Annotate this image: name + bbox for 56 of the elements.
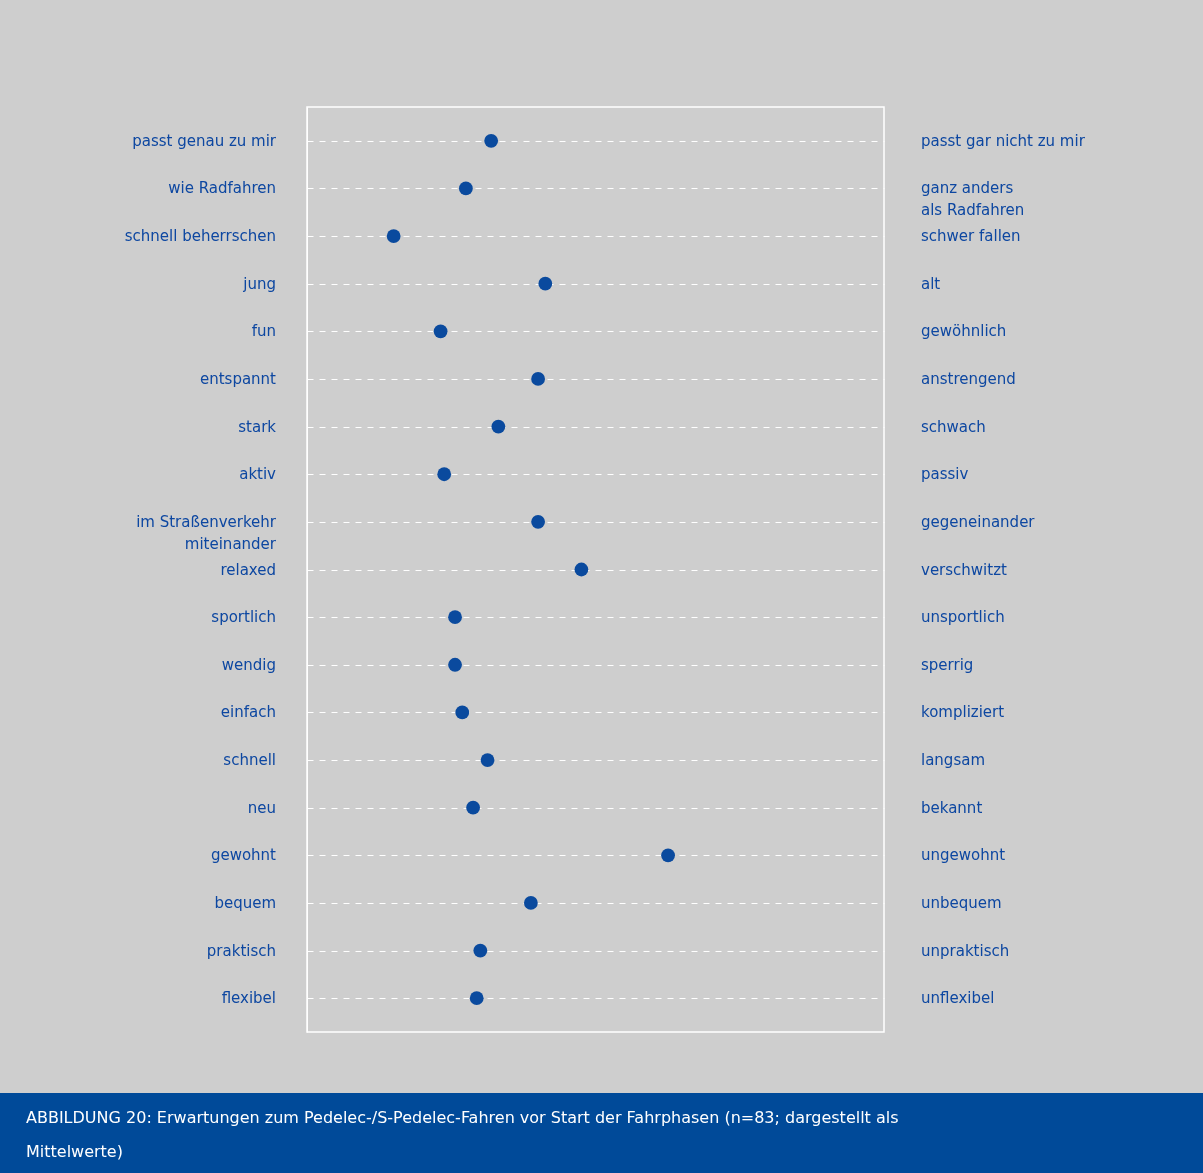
y-tick-label: schnell beherrschen (124, 227, 276, 246)
y2-tick-label: unbequem (921, 893, 1002, 912)
point (538, 276, 553, 291)
point (455, 705, 470, 720)
y-tick-label: relaxed (220, 560, 276, 579)
point (448, 657, 462, 672)
y2-tick-label: anstrengend (921, 369, 1016, 388)
y-tick-label: schnell (223, 751, 276, 770)
point (473, 943, 488, 958)
point (448, 610, 462, 625)
y2-tick-label: langsam (921, 751, 986, 770)
y2-tick-label: gegeneinander (921, 512, 1036, 531)
y-tick-label: aktiv (239, 465, 277, 484)
y2-tick-label: sperrig (921, 655, 974, 674)
y-tick-label: sportlich (211, 608, 276, 627)
y-tick-label: stark (238, 417, 277, 436)
y-tick-label: passt genau zu mir (132, 131, 277, 150)
y-tick-label: neu (247, 798, 276, 817)
y2-tick-label: schwach (921, 417, 986, 436)
point (491, 419, 506, 434)
point (531, 514, 545, 529)
y-tick-label: entspannt (199, 369, 277, 388)
y2-tick-label: passt gar nicht zu mir (921, 131, 1086, 150)
point (480, 753, 495, 767)
y-tick-label: praktisch (206, 941, 276, 960)
y2-tick-label: unsportlich (921, 608, 1005, 627)
y2-tick-label: verschwitzt (921, 560, 1008, 579)
point (458, 181, 473, 196)
y-tick-label: wie Radfahren (168, 179, 276, 198)
y-tick-label: jung (242, 274, 276, 293)
y2-tick-label: schwer fallen (921, 227, 1021, 246)
point (523, 896, 538, 910)
y2-tick-label: unflexibel (921, 989, 995, 1008)
point (433, 324, 448, 339)
point (437, 467, 452, 482)
point (469, 991, 484, 1006)
point (386, 229, 401, 243)
y2-tick-label: gewöhnlich (921, 322, 1007, 341)
point (574, 562, 589, 577)
point (484, 133, 499, 148)
y-tick-label: wendig (221, 655, 276, 674)
y2-tick-label: unpraktisch (921, 941, 1010, 960)
y2-tick-label: bekannt (921, 798, 983, 817)
point (661, 848, 675, 863)
y2-tick-label: alt (921, 274, 941, 293)
y2-tick-label: kompliziert (921, 703, 1005, 722)
point (531, 372, 545, 386)
text: ABBILDUNG 20: Erwartungen zum Pedelec-/S-Pedelec-Fahren vor Start der Fahrphasen (n=83; dargestellt als Mittelwerte) (26, 1108, 899, 1161)
y2-tick-label: ungewohnt (921, 846, 1006, 865)
y-tick-label: flexibel (221, 989, 276, 1008)
y2-tick-label: passiv (921, 465, 969, 484)
y-tick-label: gewohnt (210, 846, 277, 865)
y-tick-label: fun (251, 322, 276, 341)
y-tick-label: bequem (214, 893, 276, 912)
y-tick-label: einfach (220, 703, 276, 722)
point (466, 800, 480, 815)
